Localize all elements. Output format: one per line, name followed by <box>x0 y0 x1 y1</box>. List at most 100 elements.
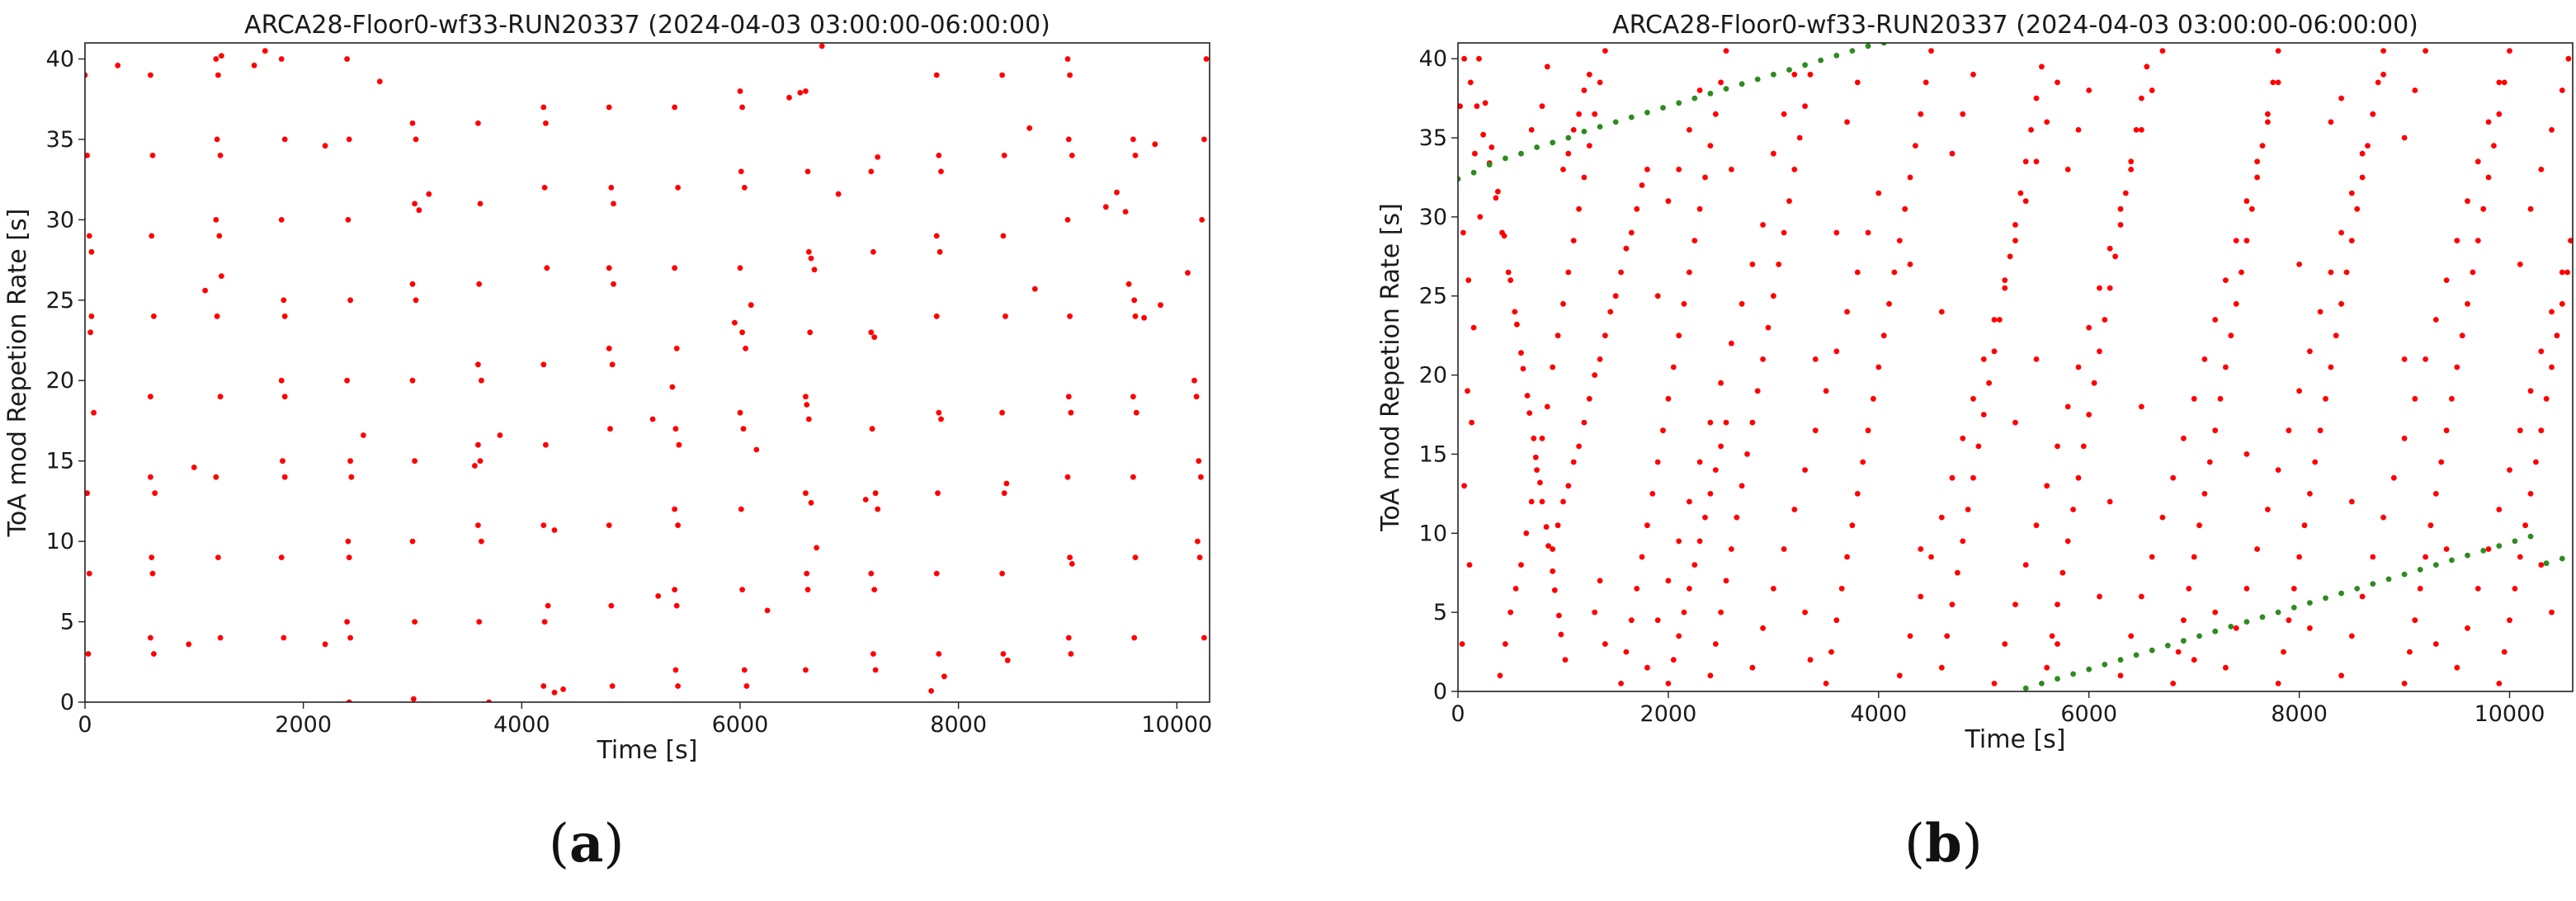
data-point-b-s1-8 <box>1581 129 1588 134</box>
x-tick-label-a-4: 8000 <box>930 712 987 738</box>
data-point-b-s0-274 <box>2265 119 2271 125</box>
data-point-b-s1-15 <box>1691 95 1698 101</box>
data-point-b-s0-227 <box>2033 522 2040 529</box>
data-point-b-s0-80 <box>1639 182 1645 188</box>
data-point-a-s0-92 <box>540 104 547 111</box>
data-point-b-s1-25 <box>1849 48 1856 54</box>
data-point-b-s0-243 <box>2059 569 2066 576</box>
data-point-a-s0-136 <box>737 265 743 271</box>
data-point-b-s0-277 <box>2175 649 2182 655</box>
data-point-a-s0-15 <box>148 394 153 400</box>
data-point-a-s0-175 <box>868 570 875 577</box>
data-point-b-s0-203 <box>1938 664 1945 671</box>
data-point-b-s0-131 <box>1718 443 1724 450</box>
data-point-b-s0-263 <box>2149 554 2155 560</box>
data-point-b-s0-148 <box>1786 198 1792 205</box>
y-tick-label-b-1: 5 <box>1433 600 1447 625</box>
data-point-a-s0-48 <box>281 474 288 480</box>
data-point-b-s0-197 <box>2002 277 2008 283</box>
data-point-b-s0-406 <box>2338 95 2344 101</box>
data-point-b-s0-270 <box>2223 277 2229 283</box>
data-point-a-s0-205 <box>1064 56 1071 62</box>
data-point-b-s0-453 <box>2443 546 2450 552</box>
data-point-b-s0-231 <box>2075 364 2082 370</box>
data-point-a-s0-242 <box>1203 56 1210 62</box>
data-point-b-s0-297 <box>2223 664 2229 671</box>
data-point-b-s0-254 <box>2117 222 2124 228</box>
data-point-b-s0-47 <box>1523 530 1530 536</box>
data-point-a-s0-89 <box>472 463 478 469</box>
chart-panel-a: 0 2000 4000 6000 8000 10000 0 5 10 15 20 25 30 35 40 AR… <box>0 0 1238 901</box>
data-point-a-s0-24 <box>202 287 209 294</box>
data-point-a-s0-81 <box>476 281 483 287</box>
data-point-a-s0-49 <box>278 554 285 560</box>
data-point-a-s0-46 <box>281 394 288 400</box>
data-point-b-s0-239 <box>2159 48 2166 54</box>
data-point-a-s0-99 <box>551 527 558 533</box>
data-point-b-s1-32 <box>2086 666 2092 672</box>
data-point-b-s0-319 <box>2307 491 2313 497</box>
data-point-b-s0-351 <box>2407 649 2413 655</box>
data-point-b-s0-112 <box>1676 538 1682 545</box>
data-point-a-s0-235 <box>1191 377 1197 384</box>
data-point-b-s0-33 <box>1470 324 1477 331</box>
data-point-b-s0-388 <box>2527 491 2534 497</box>
data-point-b-s0-292 <box>2254 174 2260 181</box>
data-point-a-s0-112 <box>607 426 613 432</box>
data-point-b-s0-8 <box>1512 309 1518 315</box>
data-point-b-s0-66 <box>1565 483 1572 489</box>
data-point-a-s0-173 <box>872 490 879 497</box>
data-point-b-s0-81 <box>1644 167 1650 172</box>
data-point-b-s0-371 <box>2454 664 2460 671</box>
data-point-a-s0-164 <box>814 545 819 551</box>
y-tick-label-b-4: 20 <box>1419 363 1447 389</box>
data-point-b-s0-181 <box>1902 205 1908 212</box>
data-point-a-s0-202 <box>1004 657 1011 663</box>
data-point-b-s0-67 <box>1570 459 1577 465</box>
x-tick-label-a-5: 10000 <box>1141 712 1212 738</box>
data-point-b-s0-401 <box>2565 55 2572 62</box>
panel-label-b: (b) <box>1904 813 1983 875</box>
data-point-b-s0-95 <box>1654 459 1661 465</box>
data-point-b-s0-345 <box>2454 238 2460 243</box>
data-point-b-s0-234 <box>2107 245 2113 252</box>
data-point-b-s1-36 <box>2149 647 2155 653</box>
data-point-b-s0-42 <box>1497 672 1503 679</box>
data-point-a-s0-77 <box>410 696 417 702</box>
data-point-a-s0-88 <box>476 619 483 625</box>
data-point-a-s0-71 <box>409 281 416 287</box>
data-point-b-s0-41 <box>1458 103 1463 110</box>
data-point-b-s0-172 <box>1854 491 1861 497</box>
data-point-b-s0-212 <box>1986 380 1992 386</box>
y-tick-label-a-6: 30 <box>46 207 74 233</box>
data-point-b-s0-13 <box>1543 524 1550 530</box>
data-point-b-s0-86 <box>1581 87 1588 93</box>
data-point-b-s0-251 <box>2102 317 2108 323</box>
data-point-b-s0-447 <box>1833 229 1840 236</box>
data-point-b-s0-418 <box>1665 198 1672 205</box>
data-point-a-s0-113 <box>606 522 612 528</box>
data-point-a-s0-227 <box>1130 474 1136 480</box>
data-point-b-s1-9 <box>1597 124 1603 130</box>
data-point-a-s0-225 <box>1130 394 1136 400</box>
data-point-b-s0-161 <box>1833 348 1840 355</box>
data-point-b-s1-42 <box>2243 619 2250 625</box>
data-point-b-s0-120 <box>1760 222 1766 228</box>
data-point-b-s0-424 <box>1602 641 1608 647</box>
data-point-b-s0-325 <box>2338 300 2344 307</box>
data-point-b-s0-385 <box>2512 586 2518 592</box>
data-point-b-s0-9 <box>1518 350 1524 356</box>
scatter-chart-b: 0 2000 4000 6000 8000 10000 0 5 10 15 20 25 30 35 40 AR… <box>1376 11 2574 754</box>
data-point-b-s0-103 <box>1696 205 1703 212</box>
data-point-b-s0-334 <box>2338 672 2344 679</box>
data-point-b-s0-337 <box>2370 554 2376 560</box>
data-point-b-s0-18 <box>1482 100 1489 106</box>
data-point-a-s0-121 <box>673 345 680 351</box>
data-point-a-s0-37 <box>219 53 224 59</box>
data-point-b-s0-138 <box>1734 514 1740 521</box>
data-point-a-s0-145 <box>748 302 754 309</box>
data-point-b-s0-343 <box>2432 317 2439 323</box>
data-point-b-s0-347 <box>2475 158 2481 165</box>
data-point-a-s0-190 <box>936 651 942 657</box>
data-point-b-s1-7 <box>1565 134 1572 141</box>
